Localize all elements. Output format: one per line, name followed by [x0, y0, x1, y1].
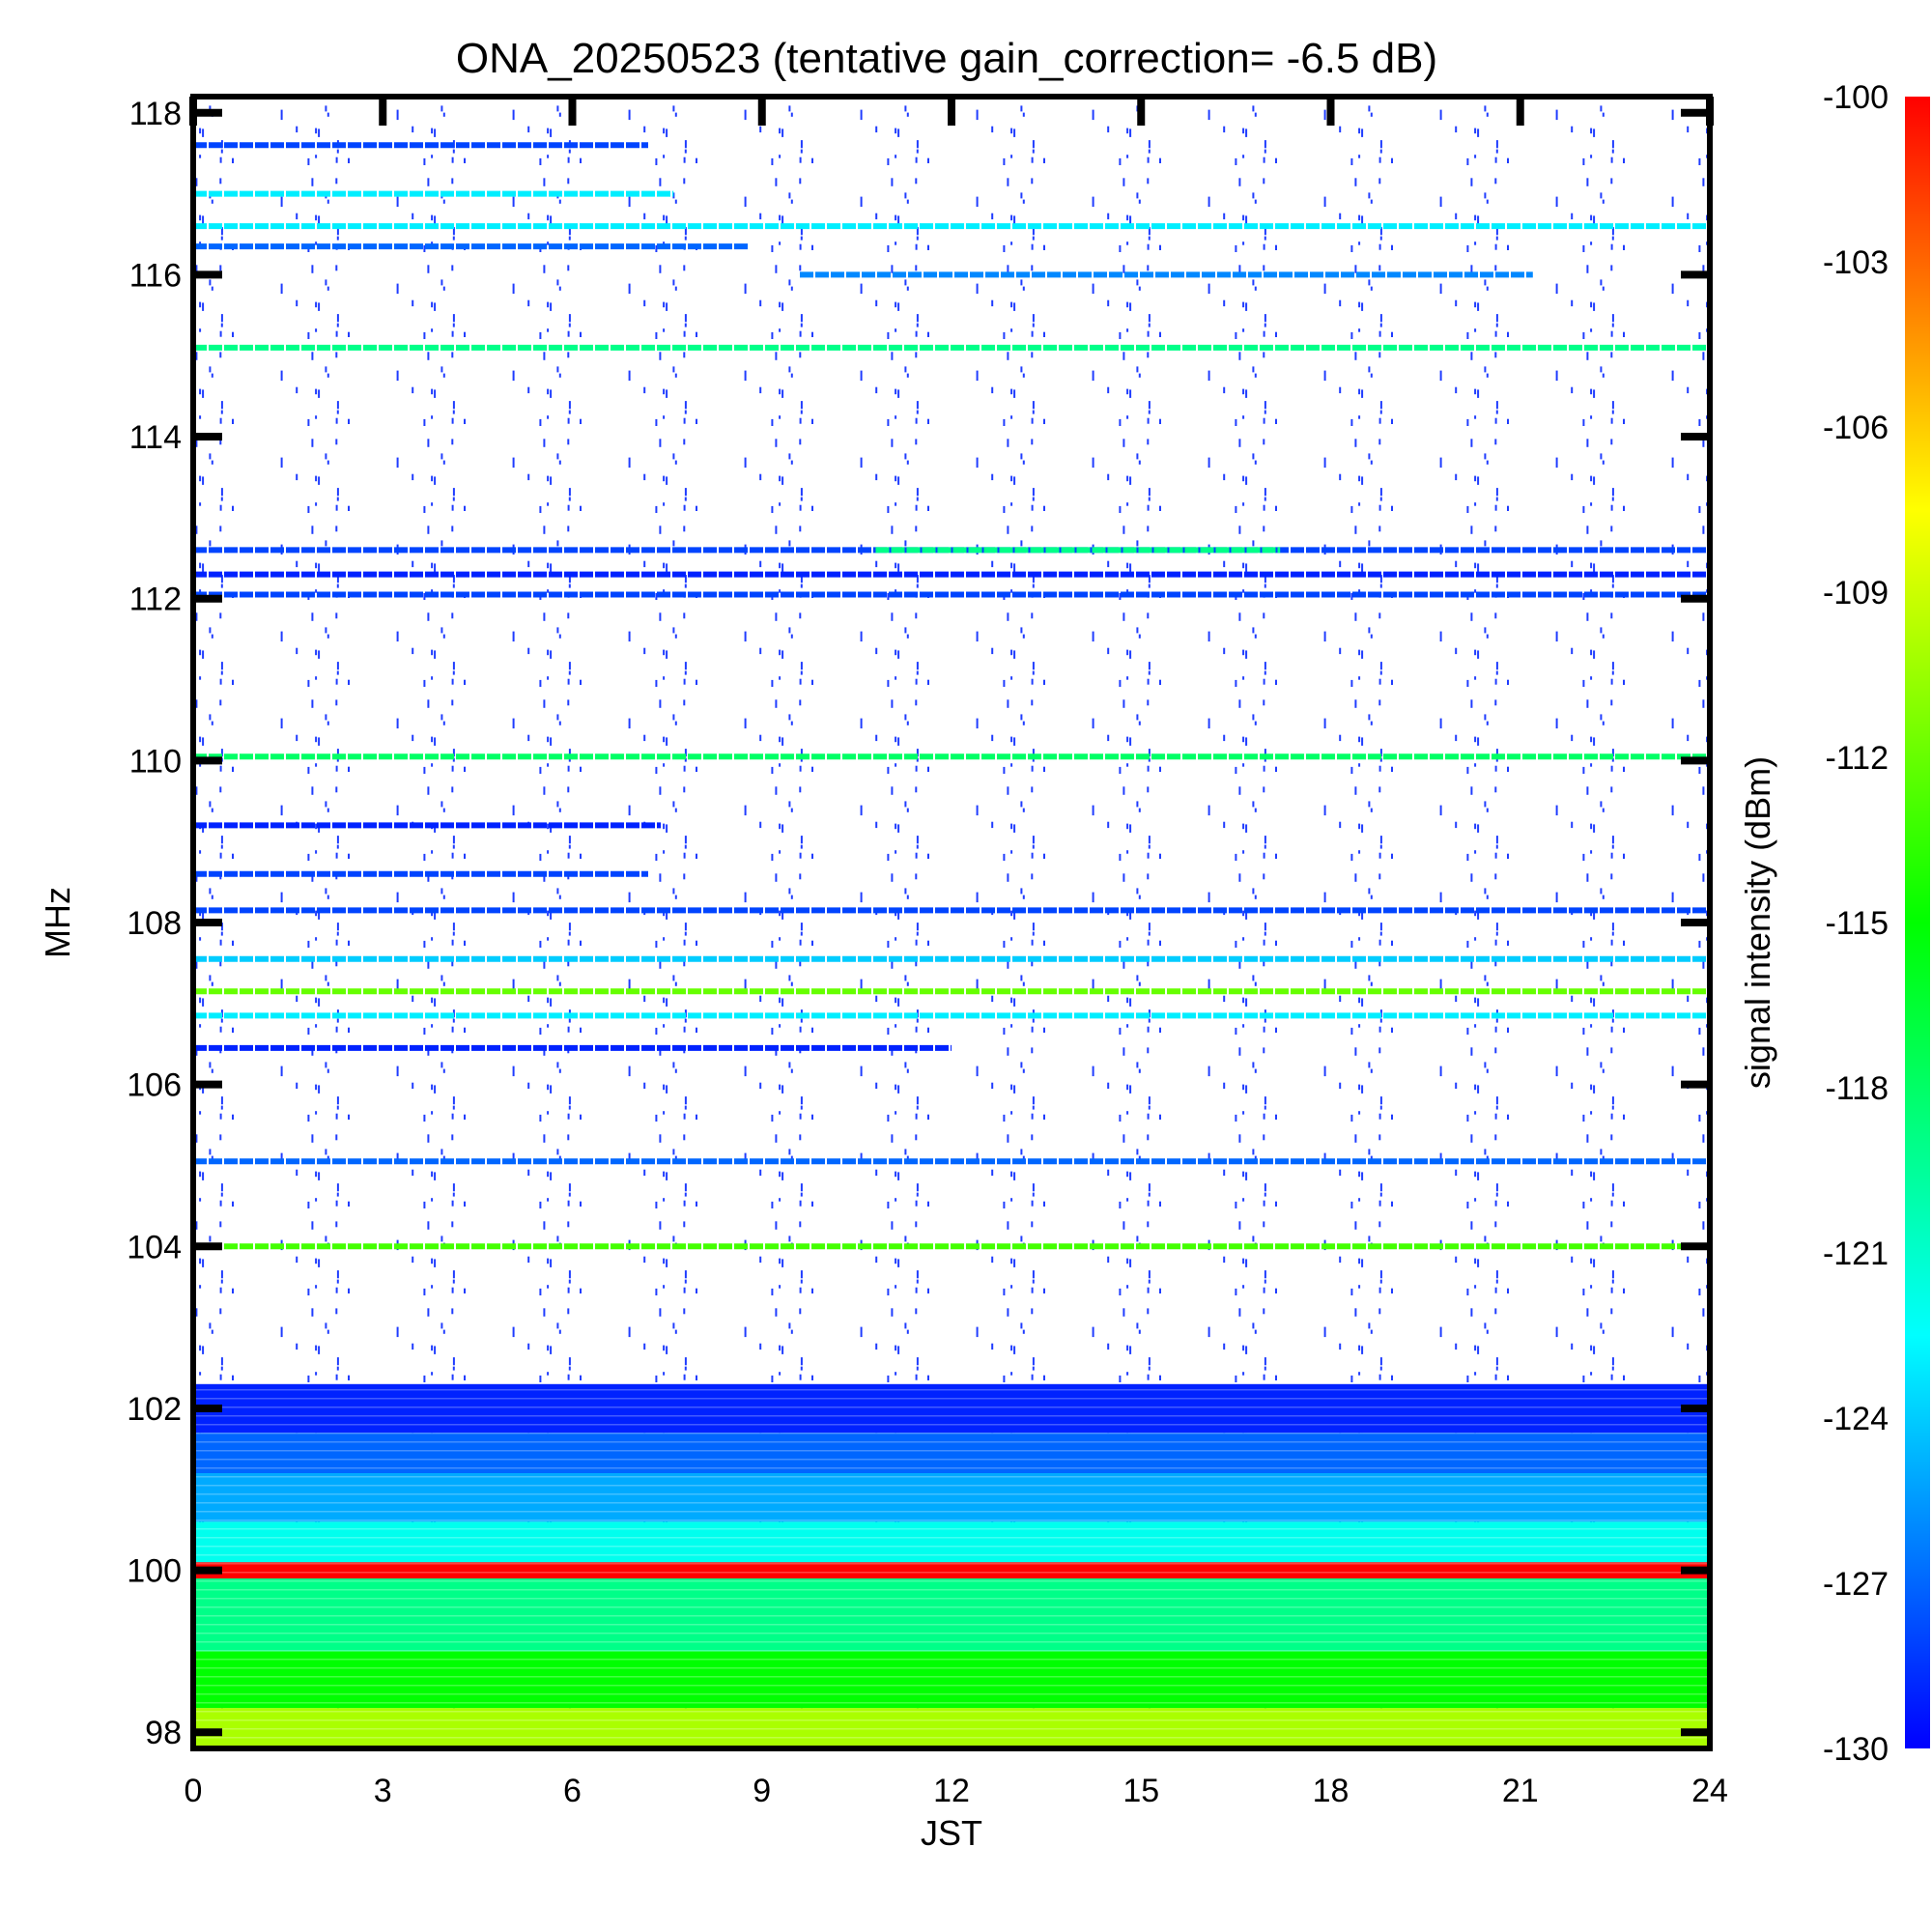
y-tick-label: 110 — [129, 743, 182, 780]
colorbar: -100 -103 -106 -109 -112 -115 -118 -121 -124 -127… — [1738, 79, 1930, 1768]
band-7 — [193, 1383, 1710, 1434]
band-5 — [193, 1473, 1710, 1522]
y-tick-label: 112 — [129, 582, 182, 618]
colorbar-tick-labels: -100 -103 -106 -109 -112 -115 -118 -121 -124 -127… — [1823, 79, 1889, 1768]
y-tick-label: 114 — [129, 419, 182, 456]
x-tick-label: 9 — [753, 1773, 771, 1809]
x-tick-label: 18 — [1313, 1773, 1350, 1809]
colorbar-tick-label: -130 — [1823, 1731, 1889, 1768]
band-3 — [193, 1562, 1710, 1578]
x-tick-label: 0 — [185, 1773, 203, 1809]
colorbar-label: signal intensity (dBm) — [1738, 756, 1777, 1089]
y-tick-label: 98 — [145, 1715, 182, 1751]
y-tick-label: 106 — [127, 1067, 182, 1104]
colorbar-tick-label: -109 — [1823, 575, 1889, 611]
colorbar-tick-label: -112 — [1825, 740, 1889, 777]
x-axis-label: JST — [921, 1813, 982, 1853]
lines-layer — [193, 142, 1710, 1250]
y-tick-label: 116 — [129, 257, 182, 294]
x-tick-label: 12 — [933, 1773, 970, 1809]
x-tick-label: 15 — [1122, 1773, 1159, 1809]
colorbar-tick-label: -115 — [1825, 905, 1889, 942]
y-tick-label: 100 — [127, 1553, 182, 1590]
colorbar-tick-label: -121 — [1823, 1236, 1889, 1272]
ticks-layer — [189, 97, 1714, 1737]
y-tick-label: 118 — [129, 96, 182, 132]
band-1 — [193, 1651, 1710, 1709]
x-tick-label: 6 — [563, 1773, 582, 1809]
colorbar-gradient — [1905, 97, 1930, 1748]
x-tick-label: 21 — [1502, 1773, 1539, 1809]
x-tick-label: 3 — [374, 1773, 392, 1809]
x-tick-labels: 0 3 6 9 12 15 18 21 24 — [185, 1773, 1728, 1809]
x-tick-label: 24 — [1691, 1773, 1728, 1809]
y-tick-label: 108 — [127, 905, 182, 942]
bands-layer — [193, 1383, 1710, 1748]
band-6 — [193, 1433, 1710, 1473]
colorbar-tick-label: -124 — [1823, 1401, 1889, 1437]
band-4 — [193, 1521, 1710, 1563]
colorbar-tick-label: -118 — [1825, 1070, 1889, 1107]
chart-title: ONA_20250523 (tentative gain_correction=… — [456, 35, 1437, 82]
y-tick-label: 102 — [127, 1391, 182, 1428]
y-tick-label: 104 — [127, 1229, 182, 1265]
y-axis-label: MHz — [38, 887, 77, 958]
colorbar-tick-label: -106 — [1823, 410, 1889, 446]
plot-area — [189, 94, 1714, 1751]
band-2 — [193, 1578, 1710, 1652]
colorbar-tick-label: -100 — [1823, 79, 1889, 116]
colorbar-tick-label: -127 — [1823, 1566, 1889, 1603]
colorbar-tick-label: -103 — [1823, 244, 1889, 281]
band-0 — [193, 1708, 1710, 1748]
y-tick-labels: 98 100 102 104 106 108 110 112 114 116 118 — [127, 96, 182, 1751]
